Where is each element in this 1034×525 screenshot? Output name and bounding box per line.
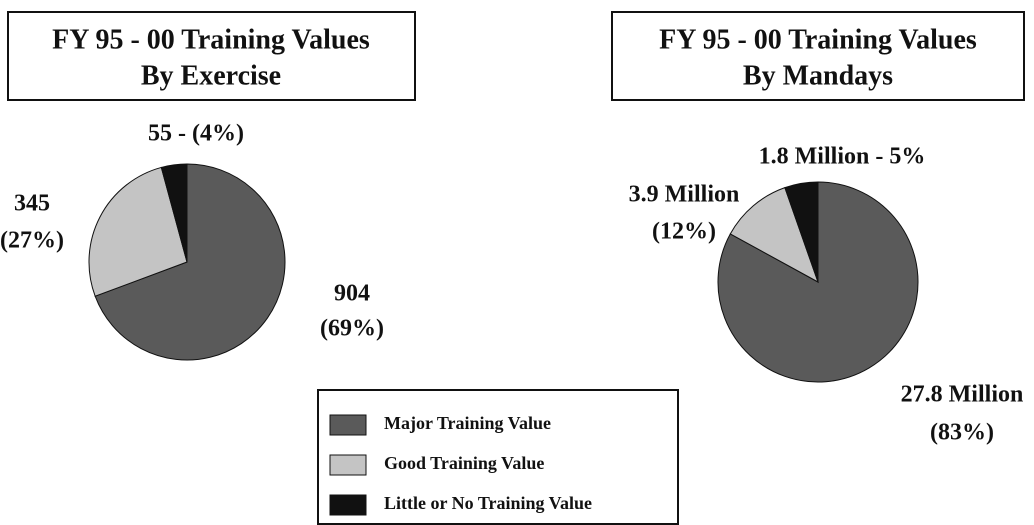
data-label: (27%) — [0, 228, 64, 254]
data-label: 27.8 Million — [901, 382, 1024, 408]
title-box — [611, 11, 1025, 101]
data-label: 345 — [14, 191, 50, 217]
chart-subtitle: By Exercise — [141, 60, 281, 91]
data-label: 1.8 Million - 5% — [759, 144, 926, 170]
legend-box — [317, 389, 679, 525]
pie-slice — [784, 181, 819, 283]
data-label: (83%) — [930, 420, 994, 446]
data-label: 904 — [334, 281, 370, 307]
legend-label: Major Training Value — [384, 413, 551, 433]
chart-title: FY 95 - 00 Training Values — [52, 24, 370, 55]
pie-slice — [94, 163, 286, 361]
legend-label: Good Training Value — [384, 453, 544, 473]
legend-swatch — [329, 414, 367, 436]
legend-swatch — [329, 494, 367, 516]
data-label: (69%) — [320, 316, 384, 342]
pie-slice — [729, 187, 819, 284]
pie-slice — [88, 166, 188, 297]
data-label: (12%) — [652, 219, 716, 245]
chart-subtitle: By Mandays — [743, 60, 893, 91]
title-box — [7, 11, 416, 101]
pie-slice — [160, 163, 188, 263]
legend-label: Little or No Training Value — [384, 493, 592, 513]
chart-title: FY 95 - 00 Training Values — [659, 24, 977, 55]
data-label: 55 - (4%) — [148, 121, 244, 147]
legend-swatch — [329, 454, 367, 476]
data-label: 3.9 Million — [629, 182, 740, 208]
